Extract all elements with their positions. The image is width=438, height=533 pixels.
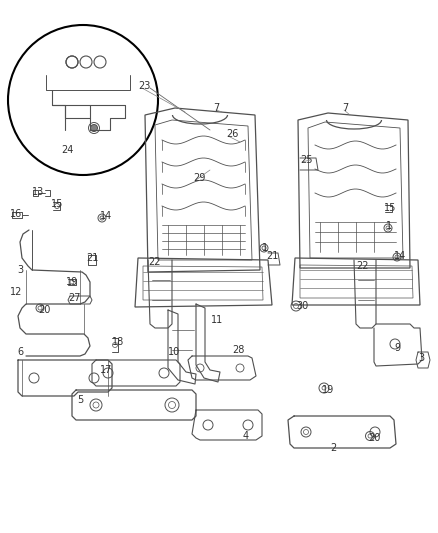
Text: 20: 20 [38,305,50,315]
Text: 19: 19 [66,277,78,287]
Text: 6: 6 [17,347,23,357]
Text: 3: 3 [17,265,23,275]
Text: 14: 14 [100,211,112,221]
Text: 9: 9 [394,343,400,353]
Text: 4: 4 [243,431,249,441]
Text: 28: 28 [232,345,244,355]
Text: 21: 21 [266,251,279,261]
Text: 15: 15 [51,199,64,209]
Text: 19: 19 [322,385,334,395]
Text: 25: 25 [300,155,312,165]
Text: 5: 5 [77,395,83,405]
Text: 1: 1 [386,221,392,231]
Text: 15: 15 [384,203,396,213]
Text: 27: 27 [68,293,81,303]
Text: 20: 20 [368,433,380,443]
Text: 24: 24 [61,145,74,155]
Circle shape [91,125,98,132]
Text: 16: 16 [10,209,22,219]
Text: 23: 23 [138,81,150,91]
Text: 22: 22 [356,261,368,271]
Text: 1: 1 [262,243,268,253]
Text: 18: 18 [112,337,124,347]
Text: 12: 12 [10,287,22,297]
Text: 11: 11 [211,315,223,325]
Text: 29: 29 [193,173,205,183]
Text: 3: 3 [418,353,424,363]
Text: 7: 7 [213,103,219,113]
Text: 7: 7 [342,103,348,113]
Text: 21: 21 [86,253,99,263]
Text: 22: 22 [148,257,160,267]
Text: 13: 13 [32,187,44,197]
Text: 30: 30 [296,301,308,311]
Text: 10: 10 [168,347,180,357]
Text: 26: 26 [226,129,238,139]
Text: 17: 17 [100,365,113,375]
Text: 14: 14 [394,251,406,261]
Text: 2: 2 [330,443,336,453]
